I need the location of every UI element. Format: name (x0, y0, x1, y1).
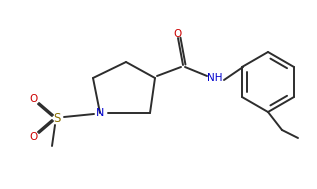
Text: O: O (174, 29, 182, 39)
Text: O: O (30, 94, 38, 104)
Text: N: N (96, 108, 104, 118)
Text: NH: NH (207, 73, 223, 83)
Text: S: S (53, 112, 61, 125)
Text: O: O (30, 132, 38, 142)
